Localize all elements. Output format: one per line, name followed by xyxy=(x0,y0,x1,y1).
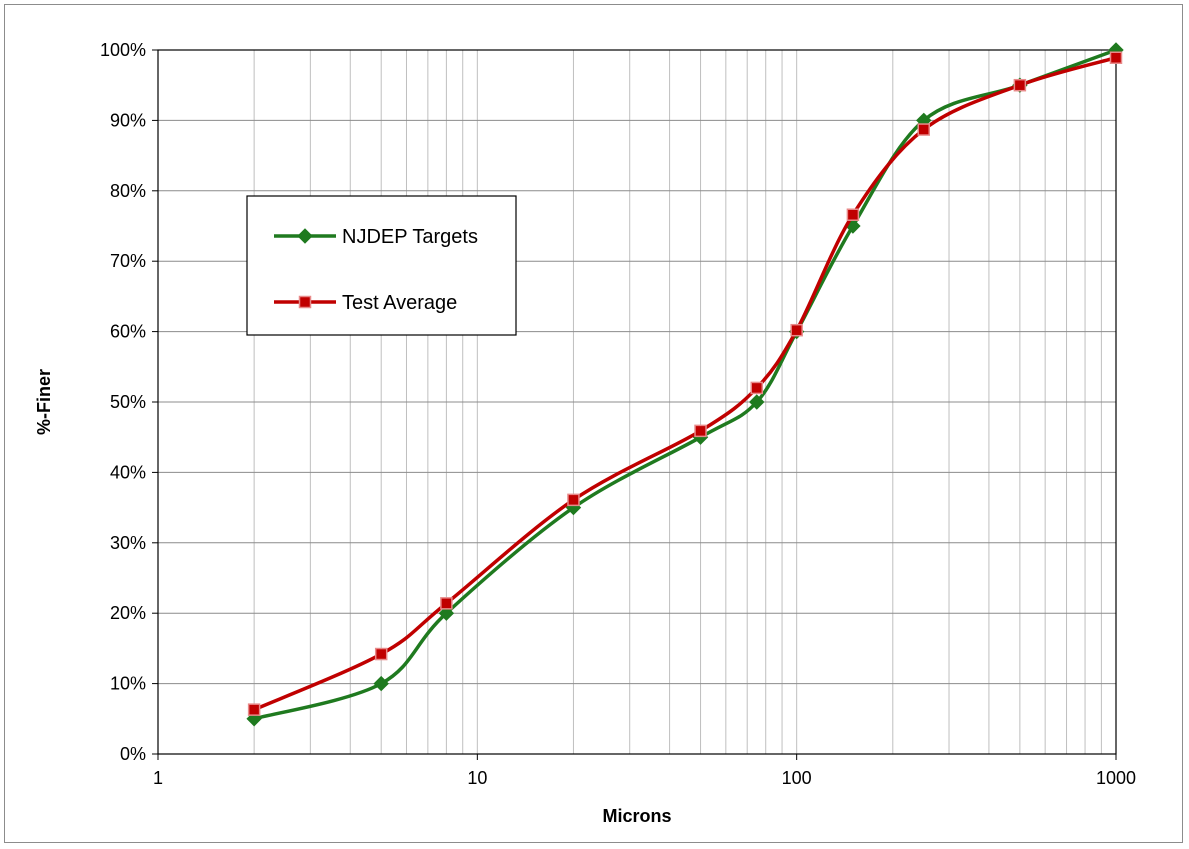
y-tick-label: 70% xyxy=(110,251,146,271)
series-layer xyxy=(246,42,1124,727)
series-line xyxy=(253,56,1117,712)
data-point xyxy=(440,597,453,610)
legend-box xyxy=(246,195,517,336)
x-tick-label: 100 xyxy=(782,768,812,788)
series-test-average xyxy=(247,51,1123,716)
data-point xyxy=(1109,51,1123,64)
y-tick-label: 30% xyxy=(110,533,146,553)
y-tick-label: 60% xyxy=(110,322,146,342)
y-tick-label: 40% xyxy=(110,462,146,482)
data-point xyxy=(1013,78,1027,92)
legend-marker xyxy=(298,295,312,309)
data-point xyxy=(790,323,803,337)
y-tick-label: 0% xyxy=(120,744,146,764)
x-axis-title: Microns xyxy=(602,806,671,826)
chart-frame xyxy=(4,4,1183,843)
data-point xyxy=(750,381,764,395)
x-tick-labels: 1 10 100 1000 xyxy=(153,754,1136,788)
data-point xyxy=(846,208,860,221)
legend-label: NJDEP Targets xyxy=(342,226,478,248)
y-tick-label: 20% xyxy=(110,603,146,623)
y-tick-label: 80% xyxy=(110,181,146,201)
data-point xyxy=(247,703,261,716)
data-point xyxy=(749,394,765,410)
data-point xyxy=(374,647,388,661)
x-tick-label: 1000 xyxy=(1096,768,1136,788)
grid xyxy=(158,50,1116,754)
y-tick-label: 100% xyxy=(100,40,146,60)
y-axis-title: %-Finer xyxy=(34,369,54,435)
y-tick-label: 10% xyxy=(110,674,146,694)
y-tick-label: 50% xyxy=(110,392,146,412)
data-point xyxy=(373,675,389,692)
legend-label: Test Average xyxy=(342,292,457,314)
legend: NJDEP Targets Test Average xyxy=(246,195,517,336)
series-njdep-targets xyxy=(246,42,1124,727)
y-tick-label: 90% xyxy=(110,110,146,130)
x-tick-label: 1 xyxy=(153,768,163,788)
x-tick-label: 10 xyxy=(467,768,487,788)
data-point xyxy=(694,424,707,438)
y-tick-labels: 0% 10% 20% 30% 40% 50% 60% 70% 80% 90% 100% xyxy=(100,40,158,764)
data-point xyxy=(567,493,580,507)
legend-marker xyxy=(297,228,313,244)
series-line xyxy=(253,48,1117,721)
data-point xyxy=(917,123,930,136)
data-point xyxy=(438,605,455,621)
